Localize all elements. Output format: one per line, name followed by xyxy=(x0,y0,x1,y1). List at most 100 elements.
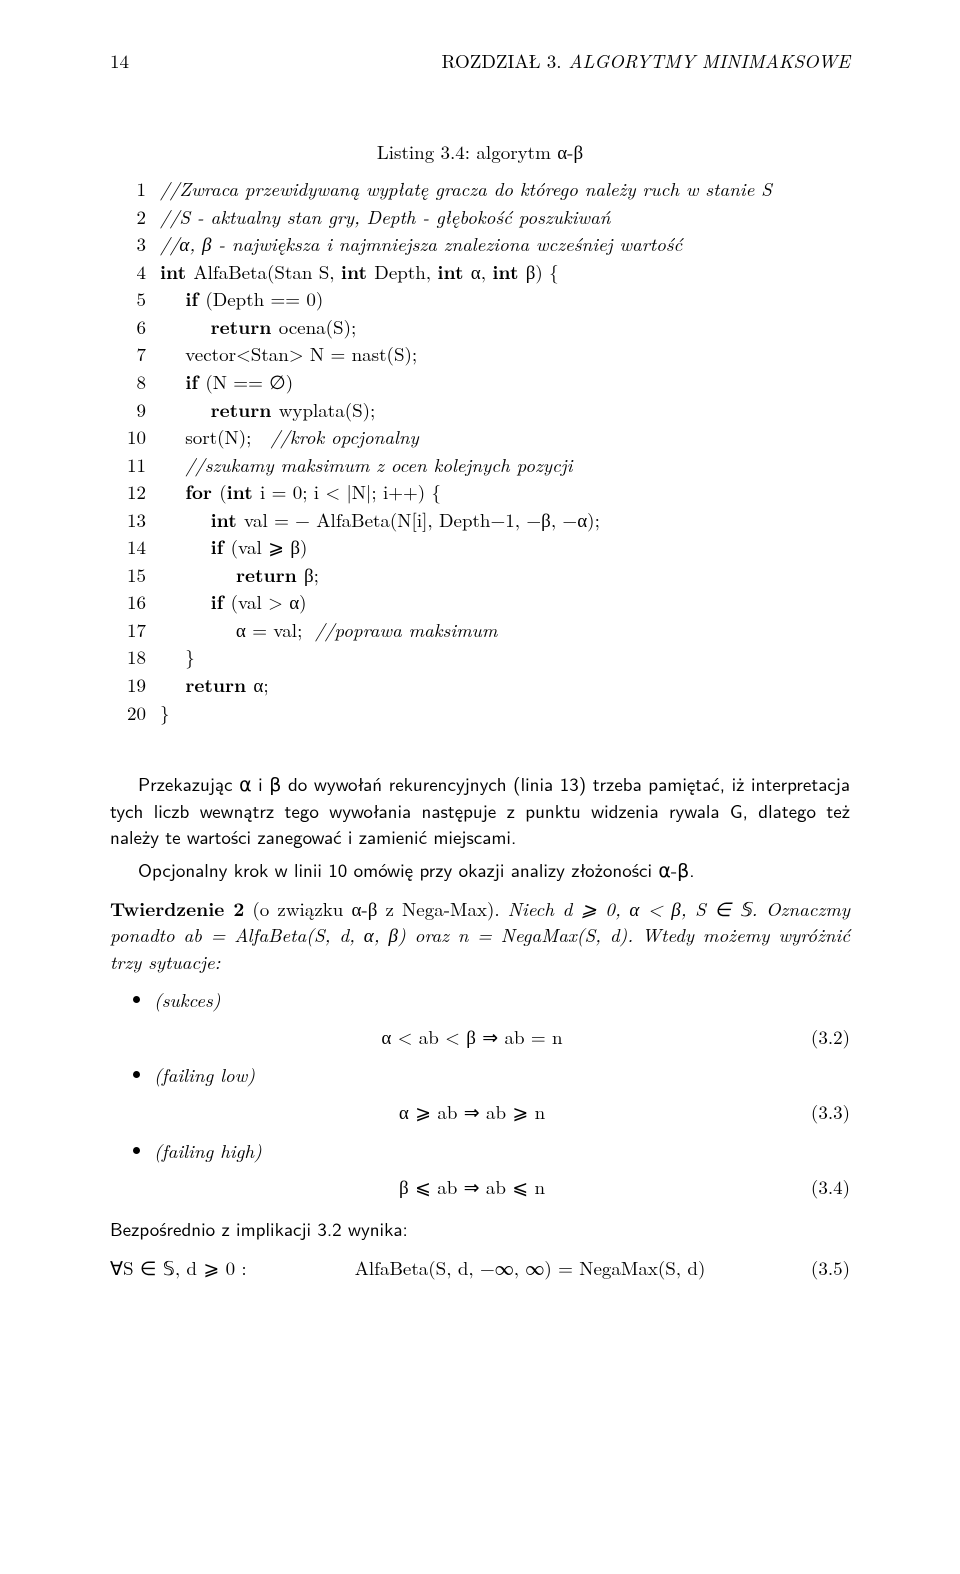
code-token xyxy=(160,313,211,340)
code-token: //S - aktualny stan gry, Depth - głęboko… xyxy=(160,203,610,230)
code-line: 2//S - aktualny stan gry, Depth - głębok… xyxy=(110,203,850,231)
code-listing: 1//Zwraca przewidywaną wypłatę gracza do… xyxy=(110,175,850,726)
code-content: } xyxy=(160,643,195,671)
closing-equation: ∀S ∈ 𝕊, d ⩾ 0 : AlfaBeta(S, d, −∞, ∞) = … xyxy=(110,1255,850,1282)
code-token: int xyxy=(227,477,260,505)
line-number: 18 xyxy=(110,643,160,671)
case-label: (sukces) xyxy=(154,987,850,1014)
code-token: return xyxy=(236,560,304,588)
code-token xyxy=(160,396,211,423)
line-number: 11 xyxy=(110,451,160,479)
code-content: α = val; //poprawa maksimum xyxy=(160,616,497,644)
code-token: int xyxy=(160,257,193,285)
code-line: 20} xyxy=(110,699,850,727)
code-token xyxy=(160,451,185,478)
code-token: return xyxy=(211,312,279,340)
code-token xyxy=(160,561,236,588)
line-number: 9 xyxy=(110,396,160,424)
code-token: for xyxy=(185,477,219,505)
equation-tag: (3.2) xyxy=(790,1024,850,1051)
code-token: ( xyxy=(219,478,226,505)
code-token xyxy=(160,671,185,698)
line-number: 14 xyxy=(110,533,160,561)
page: 14 ROZDZIAŁ 3. ALGORYTMY MINIMAKSOWE Lis… xyxy=(0,0,960,1342)
theorem-case: (sukces)α < ab < β ⇒ ab = n(3.2) xyxy=(154,987,850,1050)
code-content: vector<Stan> N = nast(S); xyxy=(160,340,417,368)
code-line: 8 if (N == ∅) xyxy=(110,368,850,396)
equation-body: β ⩽ ab ⇒ ab ⩽ n xyxy=(154,1174,790,1201)
code-content: if (Depth == 0) xyxy=(160,285,323,313)
line-number: 6 xyxy=(110,313,160,341)
code-token: //Zwraca przewidywaną wypłatę gracza do … xyxy=(160,175,772,202)
code-line: 5 if (Depth == 0) xyxy=(110,285,850,313)
code-token: (val ⩾ β) xyxy=(231,533,308,560)
line-number: 12 xyxy=(110,478,160,506)
line-number: 4 xyxy=(110,258,160,286)
line-number: 13 xyxy=(110,506,160,534)
equation-row: β ⩽ ab ⇒ ab ⩽ n(3.4) xyxy=(154,1174,850,1201)
paragraph-2: Opcjonalny krok w linii 10 omówię przy o… xyxy=(110,856,850,883)
code-line: 14 if (val ⩾ β) xyxy=(110,533,850,561)
code-content: //S - aktualny stan gry, Depth - głęboko… xyxy=(160,203,610,231)
code-line: 7 vector<Stan> N = nast(S); xyxy=(110,340,850,368)
page-number: 14 xyxy=(110,48,129,75)
running-title: ROZDZIAŁ 3. ALGORYTMY MINIMAKSOWE xyxy=(442,48,850,75)
listing-caption: Listing 3.4: algorytm α-β xyxy=(110,139,850,166)
code-line: 1//Zwraca przewidywaną wypłatę gracza do… xyxy=(110,175,850,203)
code-content: //szukamy maksimum z ocen kolejnych pozy… xyxy=(160,451,572,479)
code-token: wyplata(S); xyxy=(279,396,376,423)
code-token xyxy=(160,588,211,615)
theorem-case: (failing high) β ⩽ ab ⇒ ab ⩽ n(3.4) xyxy=(154,1138,850,1201)
code-token: val = − AlfaBeta(N[i], Depth−1, −β, −α); xyxy=(244,506,600,533)
code-token: α, xyxy=(471,258,493,285)
closing-quantifier: ∀S ∈ 𝕊, d ⩾ 0 : xyxy=(110,1255,270,1282)
code-token: int xyxy=(341,257,374,285)
code-token: α; xyxy=(253,671,268,698)
code-token: //poprawa maksimum xyxy=(315,616,497,643)
line-number: 1 xyxy=(110,175,160,203)
code-content: } xyxy=(160,699,170,727)
code-line: 12 for (int i = 0; i < |N|; i++) { xyxy=(110,478,850,506)
code-token: (N == ∅) xyxy=(205,368,293,395)
theorem: Twierdzenie 2 (o związku α-β z Nega-Max)… xyxy=(110,895,850,976)
code-line: 18 } xyxy=(110,643,850,671)
code-token: //α, β - największa i najmniejsza znalez… xyxy=(160,230,682,257)
equation-row: α ⩾ ab ⇒ ab ⩾ n(3.3) xyxy=(154,1099,850,1126)
code-token: if xyxy=(211,587,231,615)
code-token: if xyxy=(185,284,205,312)
code-line: 4int AlfaBeta(Stan S, int Depth, int α, … xyxy=(110,258,850,286)
code-content: if (N == ∅) xyxy=(160,368,293,396)
code-content: if (val > α) xyxy=(160,588,307,616)
code-token: return xyxy=(211,395,279,423)
code-token xyxy=(160,285,185,312)
code-token: vector<Stan> N = nast(S); xyxy=(160,340,417,367)
case-label: (failing high) xyxy=(154,1138,850,1165)
code-content: int AlfaBeta(Stan S, int Depth, int α, i… xyxy=(160,258,559,286)
code-content: if (val ⩾ β) xyxy=(160,533,307,561)
code-token xyxy=(160,533,211,560)
code-line: 11 //szukamy maksimum z ocen kolejnych p… xyxy=(110,451,850,479)
code-token: ocena(S); xyxy=(279,313,357,340)
theorem-paren: (o związku α-β z Nega-Max) xyxy=(244,895,494,922)
case-label: (failing low) xyxy=(154,1062,850,1089)
running-header: 14 ROZDZIAŁ 3. ALGORYTMY MINIMAKSOWE xyxy=(110,48,850,75)
code-line: 3//α, β - największa i najmniejsza znale… xyxy=(110,230,850,258)
code-token: if xyxy=(211,532,231,560)
line-number: 10 xyxy=(110,423,160,451)
code-token xyxy=(160,506,211,533)
equation-tag: (3.3) xyxy=(790,1099,850,1126)
code-token: int xyxy=(492,257,525,285)
code-content: return ocena(S); xyxy=(160,313,356,341)
code-token xyxy=(160,368,185,395)
theorem-case: (failing low) α ⩾ ab ⇒ ab ⩾ n(3.3) xyxy=(154,1062,850,1125)
code-token: β; xyxy=(304,561,319,588)
code-content: return wyplata(S); xyxy=(160,396,375,424)
theorem-head: Twierdzenie 2 xyxy=(110,894,244,922)
code-line: 13 int val = − AlfaBeta(N[i], Depth−1, −… xyxy=(110,506,850,534)
theorem-dot: . xyxy=(494,895,507,922)
code-token: if xyxy=(185,367,205,395)
line-number: 17 xyxy=(110,616,160,644)
closing-line: Bezpośrednio z implikacji 3.2 wynika: xyxy=(110,1215,850,1242)
code-content: //Zwraca przewidywaną wypłatę gracza do … xyxy=(160,175,772,203)
closing-eq-center: AlfaBeta(S, d, −∞, ∞) = NegaMax(S, d) xyxy=(270,1255,790,1282)
